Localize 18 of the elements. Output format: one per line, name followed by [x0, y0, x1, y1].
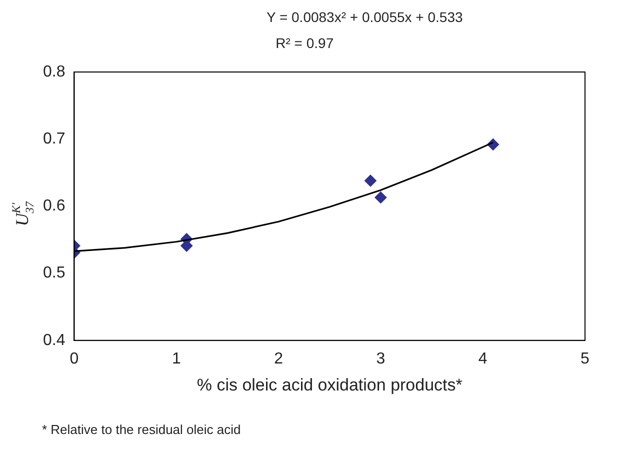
chart-title: Y = 0.0083x² + 0.0055x + 0.533 — [266, 9, 463, 25]
x-tick-label: 1 — [172, 350, 181, 368]
y-tick-label: 0.4 — [42, 332, 66, 349]
x-tick-label: 5 — [580, 350, 590, 368]
x-axis-title: % cis oleic acid oxidation products* — [196, 375, 463, 394]
x-tick-label: 3 — [376, 350, 386, 368]
y-tick-label: 0.8 — [42, 63, 66, 80]
x-tick-label: 0 — [70, 350, 79, 368]
point — [364, 174, 376, 187]
point — [374, 191, 387, 204]
y-tick-label: 0.7 — [42, 130, 66, 148]
x-tick-label: 2 — [274, 350, 284, 368]
text: * Relative to the residual oleic acid — [42, 422, 241, 437]
y-tick-label: 0.5 — [42, 264, 66, 282]
y-axis-title: UK'37 — [10, 200, 36, 226]
y-tick-label: 0.6 — [42, 198, 66, 215]
x-tick-label: 4 — [478, 350, 488, 368]
chart-subtitle: R² = 0.97 — [276, 35, 334, 51]
